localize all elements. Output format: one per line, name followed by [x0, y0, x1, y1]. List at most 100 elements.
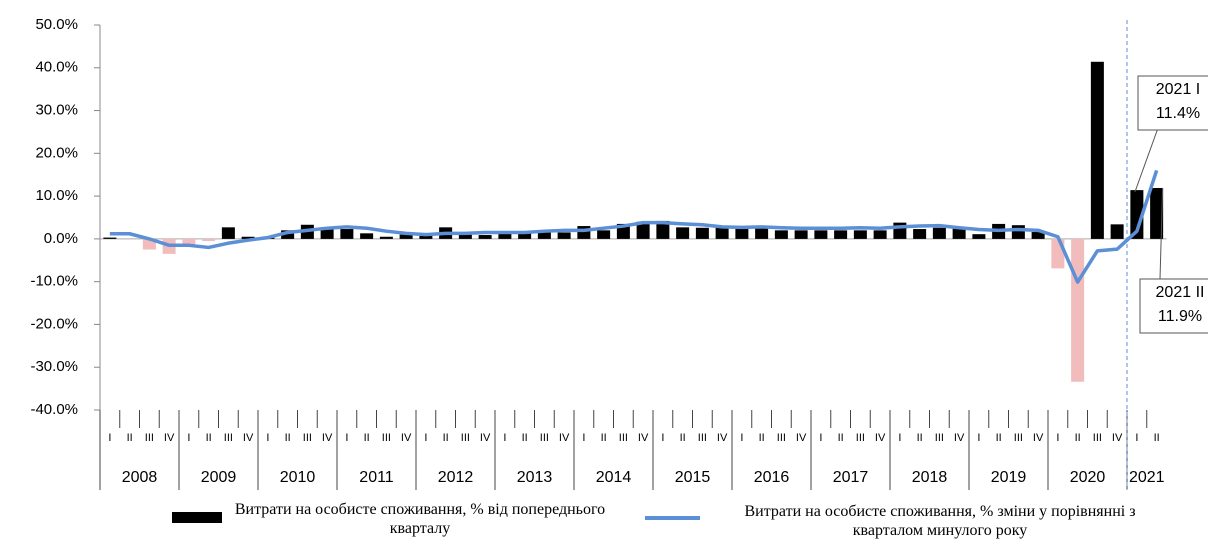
annotation-box — [1137, 75, 1208, 131]
year-label: 2015 — [675, 469, 711, 486]
x-tick-label: II — [996, 432, 1002, 444]
y-tick-label: 40.0% — [35, 59, 78, 76]
bar — [537, 232, 551, 239]
x-tick-label: II — [917, 432, 923, 444]
x-tick-label: I — [266, 432, 269, 444]
bar — [202, 238, 216, 242]
bar — [1071, 238, 1085, 382]
x-tick-label: III — [145, 432, 154, 444]
x-tick-label: II — [759, 432, 765, 444]
year-label: 2017 — [833, 469, 869, 486]
x-tick-label: IV — [954, 432, 965, 444]
bar — [853, 230, 867, 239]
year-label: 2016 — [754, 469, 790, 486]
x-tick-label: IV — [243, 432, 254, 444]
x-tick-label: IV — [1033, 432, 1044, 444]
y-tick-label: -10.0% — [30, 273, 78, 290]
bar — [676, 227, 690, 239]
year-label: 2014 — [596, 469, 632, 486]
bar — [972, 234, 986, 239]
x-tick-label: III — [777, 432, 786, 444]
x-tick-label: IV — [559, 432, 570, 444]
annotation-text: 2021 I — [1156, 81, 1200, 98]
x-tick-label: I — [424, 432, 427, 444]
annotation-text: 2021 II — [1156, 284, 1205, 301]
bar — [814, 230, 828, 239]
bar — [458, 234, 472, 239]
x-tick-label: III — [619, 432, 628, 444]
bar — [557, 232, 571, 239]
bar — [498, 233, 512, 239]
x-tick-label: III — [540, 432, 549, 444]
bar — [1150, 187, 1164, 239]
x-tick-label: I — [503, 432, 506, 444]
line — [109, 169, 1159, 284]
bar — [577, 226, 591, 239]
x-tick-label: I — [740, 432, 743, 444]
bar — [1011, 225, 1025, 239]
y-tick-label: -30.0% — [30, 358, 78, 375]
bar — [103, 237, 117, 239]
x-tick-label: I — [977, 432, 980, 444]
year-label: 2010 — [280, 469, 316, 486]
annotation-leader — [1134, 127, 1159, 193]
bar — [597, 230, 611, 239]
x-tick-label: IV — [480, 432, 491, 444]
x-tick-label: I — [108, 432, 111, 444]
y-tick-label: 20.0% — [35, 144, 78, 161]
x-tick-label: IV — [401, 432, 412, 444]
x-tick-label: IV — [322, 432, 333, 444]
bar — [182, 238, 196, 246]
bar — [636, 221, 650, 239]
year-label: 2009 — [201, 469, 237, 486]
x-tick-label: II — [127, 432, 133, 444]
x-tick-label: I — [345, 432, 348, 444]
legend-label: Витрати на особисте споживання, % від по… — [234, 501, 606, 537]
annotation-leader — [1159, 187, 1164, 280]
bar — [735, 228, 749, 239]
bar — [656, 220, 670, 239]
x-tick-label: III — [1014, 432, 1023, 444]
bar — [913, 229, 927, 239]
bar — [281, 230, 295, 239]
x-tick-label: III — [698, 432, 707, 444]
bar — [379, 236, 393, 239]
x-tick-label: III — [856, 432, 865, 444]
x-tick-label: I — [1135, 432, 1138, 444]
x-tick-label: IV — [796, 432, 807, 444]
bar — [142, 238, 156, 250]
bar — [755, 227, 769, 239]
x-tick-label: II — [443, 432, 449, 444]
legend-swatch — [172, 512, 222, 523]
x-tick-label: II — [838, 432, 844, 444]
x-tick-label: II — [206, 432, 212, 444]
bar — [1090, 61, 1104, 239]
bar — [715, 227, 729, 239]
y-tick-label: -40.0% — [30, 401, 78, 418]
x-tick-label: III — [461, 432, 470, 444]
x-tick-label: IV — [875, 432, 886, 444]
y-tick-label: -20.0% — [30, 315, 78, 332]
bar — [478, 235, 492, 239]
year-label: 2019 — [991, 469, 1027, 486]
x-tick-label: II — [601, 432, 607, 444]
x-tick-label: II — [1075, 432, 1081, 444]
x-tick-label: III — [224, 432, 233, 444]
bar — [794, 230, 808, 239]
x-tick-label: III — [935, 432, 944, 444]
x-tick-label: I — [661, 432, 664, 444]
year-label: 2012 — [438, 469, 474, 486]
bar — [419, 235, 433, 239]
year-label: 2011 — [359, 469, 394, 486]
x-tick-label: IV — [717, 432, 728, 444]
bar — [518, 231, 532, 239]
x-tick-label: I — [898, 432, 901, 444]
year-label: 2013 — [517, 469, 553, 486]
year-label: 2020 — [1070, 469, 1106, 486]
x-tick-label: III — [382, 432, 391, 444]
bar — [360, 233, 374, 239]
x-tick-label: I — [1056, 432, 1059, 444]
year-label: 2008 — [122, 469, 158, 486]
